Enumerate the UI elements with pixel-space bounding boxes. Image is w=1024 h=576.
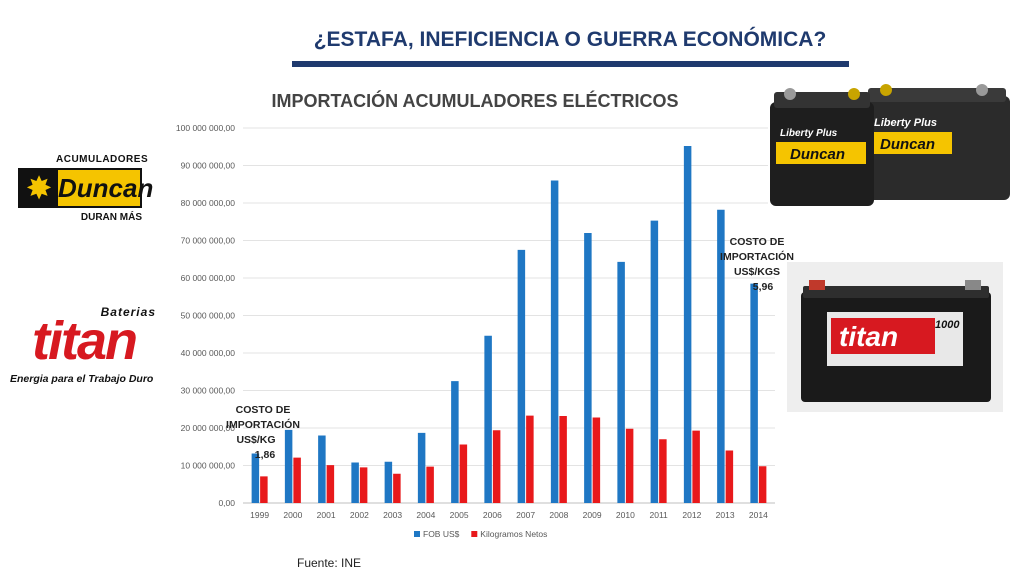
x-tick-label: 2001 — [317, 510, 336, 520]
legend-entry: Kilogramos Netos — [480, 529, 547, 539]
bar-fob — [417, 432, 426, 503]
x-tick-label: 2006 — [483, 510, 502, 520]
bar-fob — [683, 146, 692, 503]
x-tick-label: 2014 — [749, 510, 768, 520]
annotation-left: COSTO DE IMPORTACIÓN US$/KG 1,86 — [198, 403, 328, 463]
duncan-logo-name: Duncan — [58, 170, 153, 206]
y-tick-label: 40 000 000,00 — [181, 348, 236, 358]
x-tick-label: 2000 — [283, 510, 302, 520]
bar-fob — [550, 180, 559, 503]
battery1-front-brand: Duncan — [790, 146, 845, 163]
bar-kg — [393, 473, 401, 503]
x-tick-label: 2005 — [450, 510, 469, 520]
bar-fob — [251, 453, 260, 503]
bar-kg — [692, 430, 700, 503]
battery2-label: 1000 — [935, 319, 960, 331]
y-tick-label: 30 000 000,00 — [181, 386, 236, 396]
annotation-left-value: 1,86 — [254, 449, 276, 461]
source-note: Fuente: INE — [297, 556, 362, 570]
battery1-back-label: Liberty Plus — [874, 117, 937, 129]
battery1-back-brand: Duncan — [880, 136, 935, 153]
x-tick-label: 2010 — [616, 510, 635, 520]
legend-entry: FOB US$ — [423, 529, 460, 539]
bar-fob — [750, 283, 758, 503]
bar-kg — [758, 466, 767, 503]
bar-kg — [592, 417, 601, 503]
slide-title: ¿ESTAFA, INEFICIENCIA O GUERRA ECONÓMICA… — [313, 28, 827, 51]
bar-fob — [351, 462, 359, 503]
x-tick-label: 1999 — [250, 510, 269, 520]
star-burst-icon: ✸ — [25, 170, 53, 206]
y-tick-label: 50 000 000,00 — [181, 311, 236, 321]
x-tick-label: 2002 — [350, 510, 369, 520]
chart-title: IMPORTACIÓN ACUMULADORES ELÉCTRICOS — [271, 91, 679, 111]
bar-kg — [725, 450, 734, 503]
annotation-left-line2: US$/KG — [236, 434, 276, 446]
bar-fob — [650, 220, 659, 503]
x-tick-label: 2008 — [549, 510, 568, 520]
bar-kg — [260, 476, 268, 503]
duncan-logo-box: ✸ Duncan — [18, 168, 153, 208]
legend-swatch — [414, 531, 420, 537]
duncan-logo-top: ACUMULADORES — [56, 154, 149, 165]
bar-fob — [284, 429, 293, 503]
y-tick-label: 80 000 000,00 — [181, 198, 236, 208]
annotation-right-value: 5,96 — [752, 281, 774, 293]
titan-logo: Baterias titan Energia para el Trabajo D… — [8, 305, 160, 395]
y-tick-label: 20 000 000,00 — [181, 423, 236, 433]
y-tick-label: 70 000 000,00 — [181, 236, 236, 246]
bar-kg — [359, 467, 368, 503]
bar-fob — [484, 335, 492, 503]
y-tick-label: 90 000 000,00 — [181, 161, 236, 171]
x-tick-label: 2011 — [649, 510, 668, 520]
x-tick-label: 2003 — [383, 510, 402, 520]
titan-logo-bottom: Energia para el Trabajo Duro — [10, 373, 154, 385]
titan-logo-name: titan — [32, 311, 138, 371]
bar-fob — [384, 461, 393, 503]
bar-fob — [584, 233, 592, 503]
duncan-logo-bottom: DURAN MÁS — [80, 212, 142, 223]
y-tick-label: 10 000 000,00 — [181, 461, 236, 471]
bar-kg — [459, 444, 468, 503]
battery2-brand: titan — [839, 321, 898, 352]
x-tick-label: 2007 — [516, 510, 535, 520]
annotation-right-line2: US$/KGS — [733, 266, 781, 278]
duncan-battery-photo: Liberty Plus Duncan Liberty Plus Duncan — [768, 82, 1012, 210]
duncan-logo: ACUMULADORES ✸ Duncan DURAN MÁS — [16, 152, 153, 226]
annotation-right-line1: COSTO DE IMPORTACIÓN — [720, 236, 794, 263]
y-tick-label: 60 000 000,00 — [181, 273, 236, 283]
x-tick-label: 2012 — [682, 510, 701, 520]
bar-fob — [318, 435, 326, 503]
bar-fob — [517, 249, 526, 503]
annotation-right: COSTO DE IMPORTACIÓN US$/KGS 5,96 — [692, 235, 822, 295]
y-tick-label: 0,00 — [218, 498, 235, 508]
bar-fob — [717, 209, 725, 503]
bar-kg — [426, 466, 434, 503]
y-tick-label: 100 000 000,00 — [176, 123, 235, 133]
bar-kg — [293, 457, 301, 503]
bar-kg — [326, 465, 335, 503]
bar-fob — [617, 261, 625, 503]
x-tick-label: 2004 — [416, 510, 435, 520]
bar-kg — [659, 439, 667, 503]
title-underline — [292, 61, 849, 67]
battery1-front-label: Liberty Plus — [780, 128, 838, 139]
legend-swatch — [471, 531, 478, 537]
bar-fob — [451, 381, 459, 503]
x-tick-label: 2009 — [583, 510, 602, 520]
annotation-left-line1: COSTO DE IMPORTACIÓN — [226, 404, 300, 431]
bar-kg — [625, 428, 634, 503]
bar-kg — [526, 415, 534, 503]
bar-kg — [559, 416, 567, 503]
titan-logo-top: Baterias — [100, 305, 156, 319]
bar-kg — [492, 430, 501, 503]
x-tick-label: 2013 — [716, 510, 735, 520]
titan-battery-photo: titan 1000 — [787, 262, 1003, 412]
